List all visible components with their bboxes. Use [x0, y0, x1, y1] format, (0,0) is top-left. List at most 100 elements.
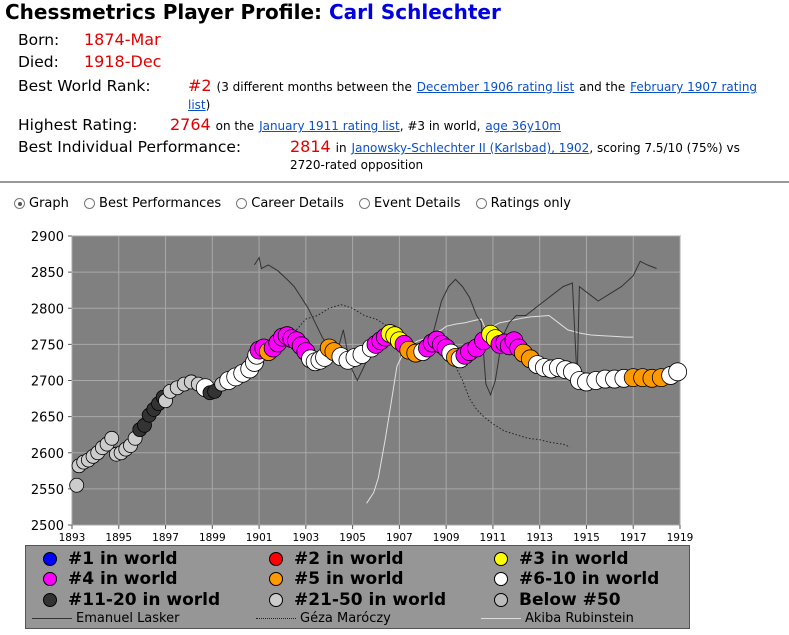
data-point-rank-6-10	[668, 362, 688, 382]
x-tick-label: 1903	[292, 532, 319, 544]
divider	[0, 181, 789, 183]
legend-maroczy-label: Géza Maróczy	[300, 611, 391, 626]
legend-dot-rank-3	[494, 552, 508, 566]
x-tick-label: 1913	[526, 532, 553, 544]
perf-value: 2814	[290, 137, 331, 156]
radio-best-performances-circle[interactable]	[84, 198, 96, 209]
radio-ratings-only[interactable]: Ratings only	[475, 196, 571, 211]
best-rank-row: Best World Rank: #2 (3 different months b…	[18, 76, 757, 95]
x-tick-label: 1911	[480, 532, 507, 544]
legend-dot-rank-5	[269, 572, 283, 586]
karlsbad-1902-link[interactable]: Janowsky-Schlechter II (Karlsbad), 1902	[351, 141, 590, 155]
legend-label-rank-6-10: #6-10 in world	[519, 569, 660, 589]
legend-rank-6-10: #6-10 in world	[494, 569, 659, 589]
legend-rank-2: #2 in world	[269, 549, 404, 569]
rank-text1: (3 different months between the	[216, 80, 412, 94]
x-tick-label: 1917	[620, 532, 647, 544]
radio-event-details-circle[interactable]	[359, 198, 371, 209]
died-row: Died: 1918-Dec	[18, 52, 161, 71]
legend-label-rank-4: #4 in world	[68, 569, 178, 589]
highest-rating-row: Highest Rating: 2764 on the January 1911 …	[18, 115, 561, 134]
y-tick-label: 2600	[31, 447, 64, 462]
legend-dot-below-50	[494, 593, 508, 607]
perf-text2: , scoring 7.5/10 (75%) vs	[589, 141, 740, 155]
chart-legend: #1 in world #2 in world #3 in world #4 i…	[25, 545, 690, 629]
legend-label-rank-1: #1 in world	[68, 549, 178, 569]
x-tick-label: 1915	[573, 532, 600, 544]
legend-label-below-50: Below #50	[519, 590, 621, 610]
y-tick-label: 2700	[31, 375, 64, 390]
radio-career-details[interactable]: Career Details	[236, 196, 344, 211]
best-performance-row: Best Individual Performance: 2814 in Jano…	[18, 137, 740, 156]
december-1906-link[interactable]: December 1906 rating list	[416, 80, 575, 94]
born-row: Born: 1874-Mar	[18, 30, 161, 49]
legend-maroczy-line	[256, 618, 296, 619]
rating-value: 2764	[170, 115, 211, 134]
legend-dot-rank-1	[43, 552, 57, 566]
legend-rubinstein: Akiba Rubinstein	[481, 611, 634, 626]
legend-label-rank-3: #3 in world	[519, 549, 629, 569]
february-1907-link-cont[interactable]: list	[188, 98, 206, 112]
legend-rubinstein-label: Akiba Rubinstein	[525, 611, 634, 626]
radio-best-performances[interactable]: Best Performances	[84, 196, 221, 211]
x-tick-label: 1899	[199, 532, 226, 544]
perf-text1: in	[335, 141, 347, 155]
radio-career-details-circle[interactable]	[236, 198, 248, 209]
legend-rank-1: #1 in world	[43, 549, 178, 569]
radio-graph-label: Graph	[29, 196, 69, 211]
page-title: Chessmetrics Player Profile: Carl Schlec…	[5, 0, 501, 24]
y-tick-label: 2500	[31, 519, 64, 534]
radio-ratings-only-circle[interactable]	[475, 198, 487, 209]
radio-best-performances-label: Best Performances	[99, 196, 222, 211]
x-tick-label: 1897	[152, 532, 179, 544]
age-link[interactable]: age 36y10m	[485, 119, 561, 133]
radio-graph[interactable]: Graph	[14, 196, 69, 211]
x-tick-label: 1893	[59, 532, 86, 544]
y-tick-label: 2900	[31, 230, 64, 245]
x-tick-label: 1901	[246, 532, 273, 544]
title-prefix: Chessmetrics Player Profile:	[5, 0, 323, 24]
legend-label-rank-2: #2 in world	[294, 549, 404, 569]
january-1911-link[interactable]: January 1911 rating list	[259, 119, 400, 133]
legend-rank-21-50: #21-50 in world	[269, 590, 446, 610]
player-name: Carl Schlechter	[329, 0, 501, 24]
legend-dot-rank-4	[43, 572, 57, 586]
view-options: Graph Best Performances Career Details E…	[14, 196, 582, 213]
legend-rank-3: #3 in world	[494, 549, 629, 569]
radio-ratings-only-label: Ratings only	[490, 196, 571, 211]
x-tick-label: 1905	[339, 532, 366, 544]
legend-below-50: Below #50	[494, 590, 621, 610]
best-performance-row-cont: 2720-rated opposition	[290, 155, 423, 173]
data-point-rank-21-50	[69, 477, 85, 493]
rank-label: Best World Rank:	[18, 77, 151, 95]
x-tick-label: 1919	[667, 532, 694, 544]
legend-dot-rank-2	[269, 552, 283, 566]
y-tick-label: 2850	[31, 266, 64, 281]
perf-text3: 2720-rated opposition	[290, 158, 424, 172]
february-1907-link[interactable]: February 1907 rating	[630, 80, 758, 94]
y-tick-label: 2800	[31, 302, 64, 317]
legend-dot-rank-6-10	[494, 572, 508, 586]
died-label: Died:	[18, 53, 59, 71]
died-value: 1918-Dec	[84, 52, 162, 71]
radio-event-details[interactable]: Event Details	[359, 196, 461, 211]
perf-label: Best Individual Performance:	[18, 138, 242, 156]
legend-dot-rank-11-20	[43, 593, 57, 607]
rating-chart: 2900 2850 2800 2750 2700 2650 2600 2550 25001893…	[31, 230, 694, 544]
rating-label: Highest Rating:	[18, 116, 138, 134]
y-tick-label: 2650	[31, 411, 64, 426]
x-tick-label: 1907	[386, 532, 413, 544]
rank-text3: )	[205, 98, 211, 112]
data-point-rank-21-50	[104, 430, 120, 446]
legend-dot-rank-21-50	[269, 593, 283, 607]
legend-lasker-label: Emanuel Lasker	[76, 611, 180, 626]
radio-event-details-label: Event Details	[374, 196, 461, 211]
radio-graph-circle[interactable]	[14, 198, 25, 209]
series-line-rubinstein	[366, 314, 634, 504]
x-tick-label: 1909	[433, 532, 460, 544]
rank-value: #2	[188, 76, 212, 95]
legend-maroczy: Géza Maróczy	[256, 611, 391, 626]
y-tick-label: 2550	[31, 483, 64, 498]
legend-lasker-line	[32, 618, 72, 619]
radio-career-details-label: Career Details	[251, 196, 344, 211]
